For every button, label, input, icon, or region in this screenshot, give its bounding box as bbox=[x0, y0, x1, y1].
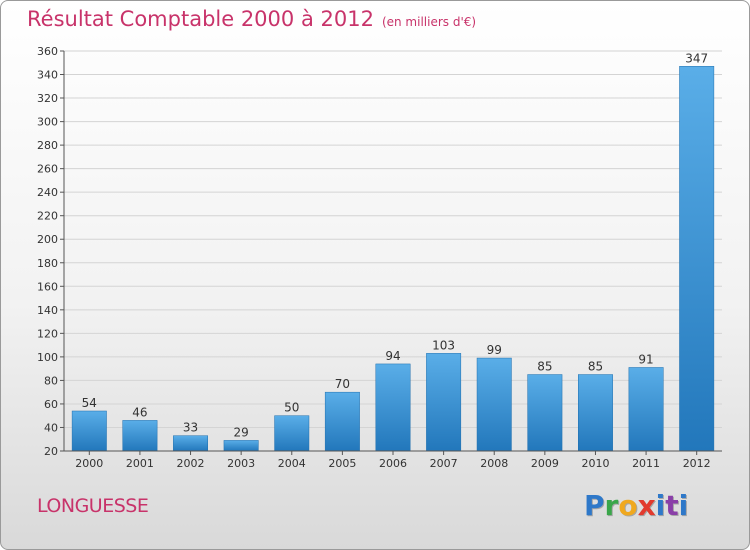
y-tick-label: 80 bbox=[44, 374, 58, 387]
x-tick-label: 2005 bbox=[328, 457, 356, 470]
y-tick-label: 360 bbox=[37, 45, 58, 58]
bar-2006 bbox=[375, 363, 411, 452]
y-tick-label: 260 bbox=[37, 163, 58, 176]
y-tick-label: 340 bbox=[37, 69, 58, 82]
bar-2002 bbox=[173, 435, 208, 452]
x-tick-label: 2007 bbox=[430, 457, 458, 470]
bar-2003 bbox=[223, 440, 259, 452]
bar-2004 bbox=[274, 415, 310, 452]
data-label: 91 bbox=[638, 352, 653, 366]
bar-2008 bbox=[476, 357, 512, 452]
bar-2005 bbox=[324, 391, 360, 452]
y-tick-label: 60 bbox=[44, 398, 58, 411]
axes: 20 40 60 80 100 120 140 160 180 200 220 240 260 280 30… bbox=[37, 45, 722, 470]
x-tick-label: 2002 bbox=[177, 457, 205, 470]
bar-2012 bbox=[679, 66, 715, 452]
bar-2007 bbox=[426, 353, 462, 452]
y-tick-label: 120 bbox=[37, 327, 58, 340]
data-label: 70 bbox=[335, 377, 350, 391]
data-label: 85 bbox=[588, 360, 603, 374]
x-tick-label: 2000 bbox=[75, 457, 103, 470]
data-label: 103 bbox=[432, 338, 455, 352]
x-tick-label: 2009 bbox=[531, 457, 559, 470]
x-tick-label: 2011 bbox=[632, 457, 660, 470]
y-tick-label: 20 bbox=[44, 445, 58, 458]
data-label: 347 bbox=[685, 51, 708, 65]
y-tick-label: 220 bbox=[37, 210, 58, 223]
x-tick-label: 2001 bbox=[126, 457, 154, 470]
data-label: 29 bbox=[234, 425, 249, 439]
proxiti-logo[interactable]: Proxiti bbox=[584, 489, 689, 522]
x-tick-label: 2004 bbox=[278, 457, 306, 470]
x-tick-label: 2010 bbox=[581, 457, 609, 470]
data-label: 33 bbox=[183, 421, 198, 435]
commune-name: LONGUESSE bbox=[37, 495, 149, 517]
data-label: 50 bbox=[284, 401, 299, 415]
x-tick-label: 2003 bbox=[227, 457, 255, 470]
data-label: 99 bbox=[487, 343, 502, 357]
y-tick-label: 140 bbox=[37, 304, 58, 317]
chart-subtitle: (en milliers d'€) bbox=[381, 15, 477, 29]
x-tick-label: 2012 bbox=[683, 457, 711, 470]
chart-title-text: Résultat Comptable 2000 à 2012 bbox=[27, 7, 374, 31]
y-tick-label: 240 bbox=[37, 186, 58, 199]
x-tick-label: 2006 bbox=[379, 457, 407, 470]
data-label: 94 bbox=[385, 349, 400, 363]
y-tick-label: 320 bbox=[37, 92, 58, 105]
y-tick-label: 300 bbox=[37, 116, 58, 129]
bar-2001 bbox=[122, 420, 158, 452]
y-tick-label: 180 bbox=[37, 257, 58, 270]
data-label: 46 bbox=[132, 405, 147, 419]
y-tick-label: 280 bbox=[37, 139, 58, 152]
bars bbox=[71, 66, 715, 452]
data-labels: 54 46 33 29 50 70 94 103 99 85 85 91 347 bbox=[82, 51, 708, 439]
data-label: 54 bbox=[82, 396, 97, 410]
y-tick-label: 40 bbox=[44, 421, 58, 434]
bar-2009 bbox=[527, 374, 563, 452]
y-tick-label: 100 bbox=[37, 351, 58, 364]
bar-2010 bbox=[578, 374, 613, 452]
y-tick-label: 160 bbox=[37, 280, 58, 293]
bar-2011 bbox=[628, 367, 664, 452]
data-label: 85 bbox=[537, 360, 552, 374]
chart-title: Résultat Comptable 2000 à 2012 (en millie… bbox=[27, 7, 476, 31]
x-tick-label: 2008 bbox=[480, 457, 508, 470]
y-tick-label: 200 bbox=[37, 233, 58, 246]
bar-2000 bbox=[71, 410, 107, 452]
